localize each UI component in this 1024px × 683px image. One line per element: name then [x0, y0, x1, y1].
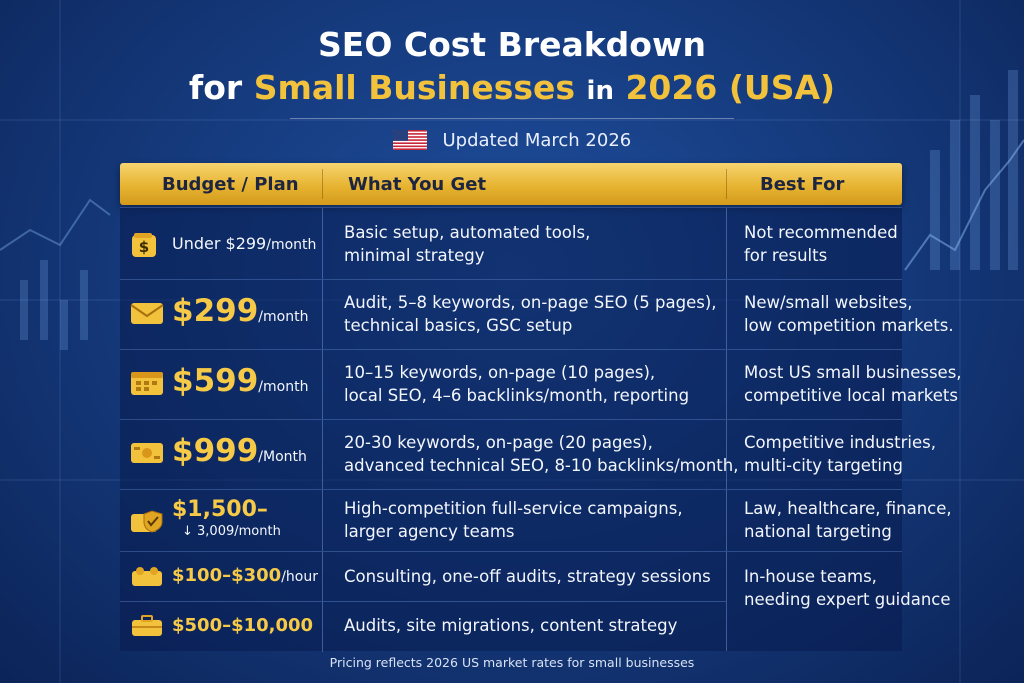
price-unit: /month: [266, 237, 317, 253]
best-for-line: national targeting: [744, 522, 892, 541]
price-unit: /month: [258, 309, 309, 325]
pricing-table: Budget / Plan What You Get Best For $ Un…: [120, 163, 962, 652]
best-for-line: Law, healthcare, finance,: [744, 499, 952, 518]
price-unit: /month: [258, 379, 309, 395]
best-for-line: needing expert guidance: [744, 590, 951, 609]
price-value: $599: [172, 363, 259, 399]
header-separator: [726, 169, 727, 199]
table-row: $299/month Audit, 5–8 keywords, on-page …: [120, 279, 954, 349]
features-line: minimal strategy: [344, 246, 485, 265]
title-in: in: [586, 76, 614, 107]
features-line: 10–15 keywords, on-page (10 pages),: [344, 363, 656, 382]
price-unit: /Month: [258, 449, 307, 465]
svg-text:$: $: [139, 238, 149, 256]
best-for-line: Most US small businesses,: [744, 363, 962, 382]
plan-price: $500–$10,000: [172, 615, 314, 636]
table-row: $ Under $299/month Basic setup, automate…: [120, 207, 902, 279]
best-for-line: multi-city targeting: [744, 456, 903, 475]
ticket-icon: [131, 443, 163, 463]
price-value: Under $299: [172, 234, 267, 253]
price-unit-value: 3,009/month: [197, 524, 281, 539]
briefcase-icon: [132, 615, 162, 636]
price-unit: /hour: [281, 569, 318, 585]
price-value: $100–$300: [172, 565, 282, 586]
plan-price: $1,500–: [172, 497, 268, 522]
table-row: $1,500– ↓ 3,009/month High-competition f…: [120, 489, 952, 551]
features-line: local SEO, 4–6 backlinks/month, reportin…: [344, 386, 690, 405]
header-budget: Budget / Plan: [162, 174, 299, 195]
plan-price: $999/Month: [172, 433, 307, 469]
best-for-line: for results: [744, 246, 828, 265]
features-line: advanced technical SEO, 8-10 backlinks/m…: [344, 456, 739, 475]
features-line: Audits, site migrations, content strateg…: [344, 616, 678, 635]
title-divider: [290, 118, 734, 119]
header-separator: [322, 169, 323, 199]
calendar-icon: [131, 372, 163, 395]
best-for-line: competitive local markets: [744, 386, 958, 405]
best-for-line: Competitive industries,: [744, 433, 936, 452]
table-row-group: $100–$300/hour $500–$10,000 Consulting, …: [120, 551, 951, 652]
table-row: $599/month 10–15 keywords, on-page (10 p…: [120, 349, 962, 419]
plan-price: Under $299/month: [172, 234, 316, 253]
updated-line: Updated March 2026: [0, 130, 1024, 151]
header-what-you-get: What You Get: [348, 174, 487, 195]
plan-price: $599/month: [172, 363, 308, 399]
envelope-icon: [130, 303, 164, 324]
title-highlight: Small Businesses: [253, 68, 576, 108]
title-suffix: (USA): [728, 68, 836, 108]
best-for-line: Not recommended: [744, 223, 898, 242]
title-prefix: for: [188, 68, 243, 108]
features-line: High-competition full-service campaigns,: [344, 499, 683, 518]
price-value: $299: [172, 293, 259, 329]
footer-note: Pricing reflects 2026 US market rates fo…: [329, 655, 695, 670]
title-year: 2026: [625, 68, 718, 108]
table-row: $999/Month 20-30 keywords, on-page (20 p…: [120, 419, 936, 489]
price-value: $999: [172, 433, 259, 469]
best-for-line: In-house teams,: [744, 567, 877, 586]
features-line: Basic setup, automated tools,: [344, 223, 591, 242]
dollar-wallet-icon: $: [132, 233, 156, 257]
features-line: Consulting, one-off audits, strategy ses…: [344, 567, 711, 586]
us-flag-icon: [392, 130, 427, 150]
table-header: Budget / Plan What You Get Best For: [120, 163, 902, 205]
features-line: Audit, 5–8 keywords, on-page SEO (5 page…: [344, 293, 717, 312]
best-for-line: low competition markets.: [744, 316, 954, 335]
shield-wallet-icon: [131, 510, 163, 533]
features-line: larger agency teams: [344, 522, 515, 541]
title-line-2: for Small Businesses in 2026 (USA): [0, 67, 1024, 108]
plan-price: $100–$300/hour: [172, 565, 318, 586]
features-line: 20-30 keywords, on-page (20 pages),: [344, 433, 653, 452]
best-for-line: New/small websites,: [744, 293, 913, 312]
features-line: technical basics, GSC setup: [344, 316, 573, 335]
page-title: SEO Cost Breakdown for Small Businesses …: [0, 24, 1024, 109]
title-line-1: SEO Cost Breakdown: [318, 25, 706, 64]
updated-text: Updated March 2026: [442, 130, 632, 151]
price-unit: ↓ 3,009/month: [182, 524, 281, 539]
plan-price: $299/month: [172, 293, 308, 329]
group-icon: [132, 567, 162, 586]
header-best-for: Best For: [760, 174, 845, 195]
